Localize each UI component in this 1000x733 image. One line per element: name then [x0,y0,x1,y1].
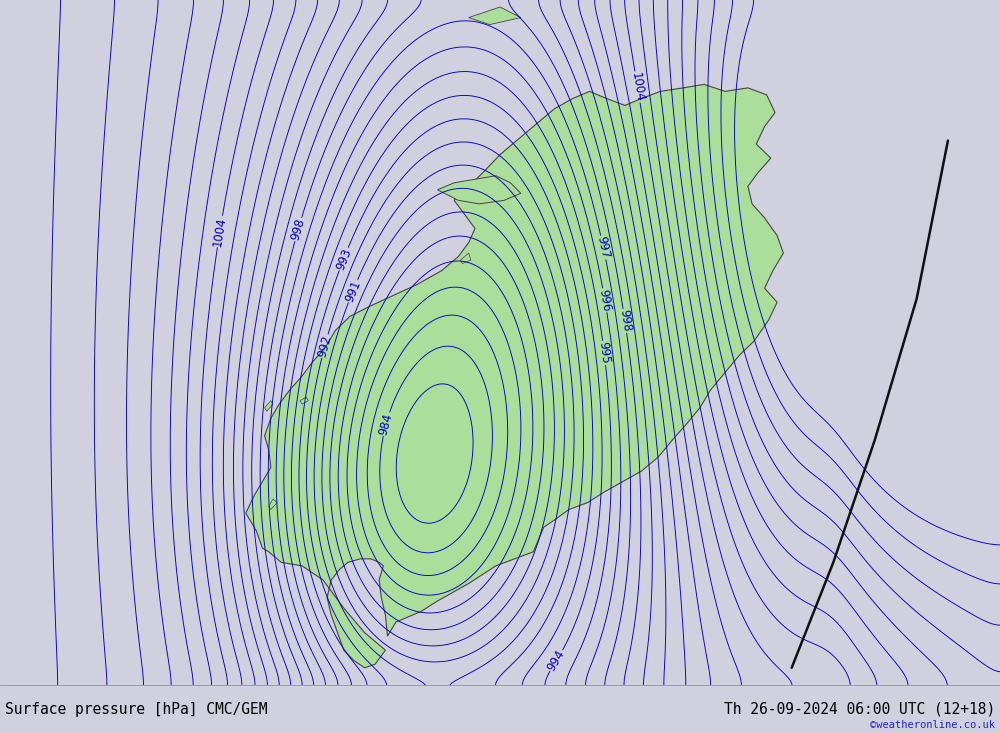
Text: 995: 995 [596,341,612,365]
Text: 998: 998 [289,217,308,242]
Text: Surface pressure [hPa] CMC/GEM: Surface pressure [hPa] CMC/GEM [5,701,268,717]
Text: Th 26-09-2024 06:00 UTC (12+18): Th 26-09-2024 06:00 UTC (12+18) [724,701,995,717]
Polygon shape [438,176,521,204]
Polygon shape [460,253,471,264]
Polygon shape [265,401,273,411]
Text: 991: 991 [343,279,363,304]
Text: 993: 993 [333,246,354,272]
Text: 994: 994 [545,648,568,674]
Text: 992: 992 [316,334,334,358]
Text: 997: 997 [595,235,612,260]
Text: 984: 984 [377,411,395,437]
Polygon shape [300,397,308,404]
Text: ©weatheronline.co.uk: ©weatheronline.co.uk [870,720,995,730]
Polygon shape [269,499,277,509]
Text: 1004: 1004 [211,216,229,247]
Polygon shape [246,84,783,668]
Text: 998: 998 [617,309,633,333]
Text: 1004: 1004 [629,71,646,103]
Polygon shape [469,7,521,25]
Text: 996: 996 [597,288,613,312]
